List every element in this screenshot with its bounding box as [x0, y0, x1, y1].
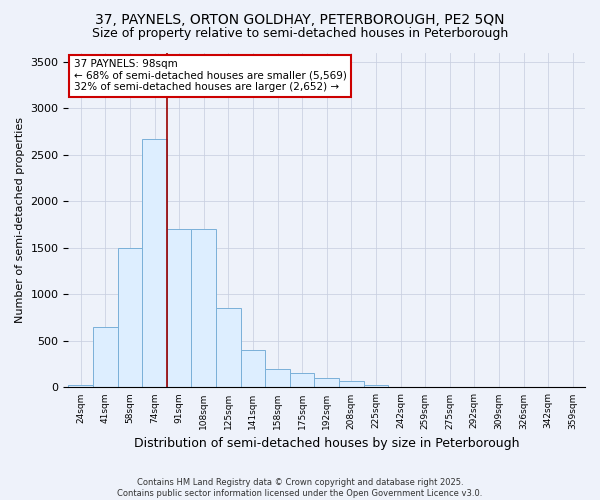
Bar: [314, 378, 339, 388]
Bar: [339, 381, 364, 388]
Bar: [68, 384, 93, 388]
Bar: [388, 386, 413, 388]
Bar: [191, 230, 216, 388]
Bar: [142, 139, 167, 388]
Text: 37, PAYNELS, ORTON GOLDHAY, PETERBOROUGH, PE2 5QN: 37, PAYNELS, ORTON GOLDHAY, PETERBOROUGH…: [95, 12, 505, 26]
Bar: [290, 374, 314, 388]
Bar: [241, 350, 265, 388]
X-axis label: Distribution of semi-detached houses by size in Peterborough: Distribution of semi-detached houses by …: [134, 437, 520, 450]
Bar: [265, 369, 290, 388]
Bar: [167, 230, 191, 388]
Text: Contains HM Land Registry data © Crown copyright and database right 2025.
Contai: Contains HM Land Registry data © Crown c…: [118, 478, 482, 498]
Bar: [93, 327, 118, 388]
Text: 37 PAYNELS: 98sqm
← 68% of semi-detached houses are smaller (5,569)
32% of semi-: 37 PAYNELS: 98sqm ← 68% of semi-detached…: [74, 59, 346, 92]
Bar: [364, 384, 388, 388]
Bar: [216, 308, 241, 388]
Text: Size of property relative to semi-detached houses in Peterborough: Size of property relative to semi-detach…: [92, 28, 508, 40]
Y-axis label: Number of semi-detached properties: Number of semi-detached properties: [15, 117, 25, 323]
Bar: [118, 248, 142, 388]
